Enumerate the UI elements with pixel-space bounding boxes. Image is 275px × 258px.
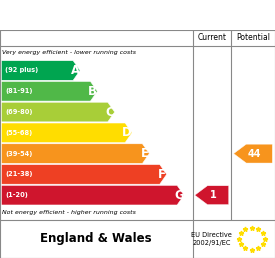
Text: G: G xyxy=(174,189,184,202)
Polygon shape xyxy=(1,61,80,80)
Text: (1-20): (1-20) xyxy=(5,192,28,198)
Text: C: C xyxy=(105,106,114,118)
Text: Not energy efficient - higher running costs: Not energy efficient - higher running co… xyxy=(2,210,136,215)
Text: E: E xyxy=(140,147,148,160)
Text: B: B xyxy=(88,85,97,98)
Text: Energy Efficiency Rating: Energy Efficiency Rating xyxy=(6,8,188,21)
Text: F: F xyxy=(158,168,166,181)
Polygon shape xyxy=(1,102,115,122)
Text: England & Wales: England & Wales xyxy=(40,232,152,245)
Polygon shape xyxy=(1,185,184,205)
Text: Very energy efficient - lower running costs: Very energy efficient - lower running co… xyxy=(2,51,136,55)
Polygon shape xyxy=(1,123,132,143)
Text: A: A xyxy=(70,64,80,77)
Text: EU Directive
2002/91/EC: EU Directive 2002/91/EC xyxy=(191,232,232,246)
Text: (21-38): (21-38) xyxy=(5,171,32,178)
Text: (39-54): (39-54) xyxy=(5,151,32,157)
Polygon shape xyxy=(1,82,97,101)
Text: 1: 1 xyxy=(210,190,216,200)
Text: (69-80): (69-80) xyxy=(5,109,32,115)
Text: Potential: Potential xyxy=(236,33,270,42)
Text: 44: 44 xyxy=(248,149,261,159)
Text: D: D xyxy=(122,126,132,139)
Text: (55-68): (55-68) xyxy=(5,130,32,136)
Text: (92 plus): (92 plus) xyxy=(5,68,38,74)
Polygon shape xyxy=(234,144,272,163)
Polygon shape xyxy=(1,144,149,163)
Text: (81-91): (81-91) xyxy=(5,88,32,94)
Text: Current: Current xyxy=(197,33,226,42)
Polygon shape xyxy=(195,186,229,205)
Polygon shape xyxy=(1,165,167,184)
